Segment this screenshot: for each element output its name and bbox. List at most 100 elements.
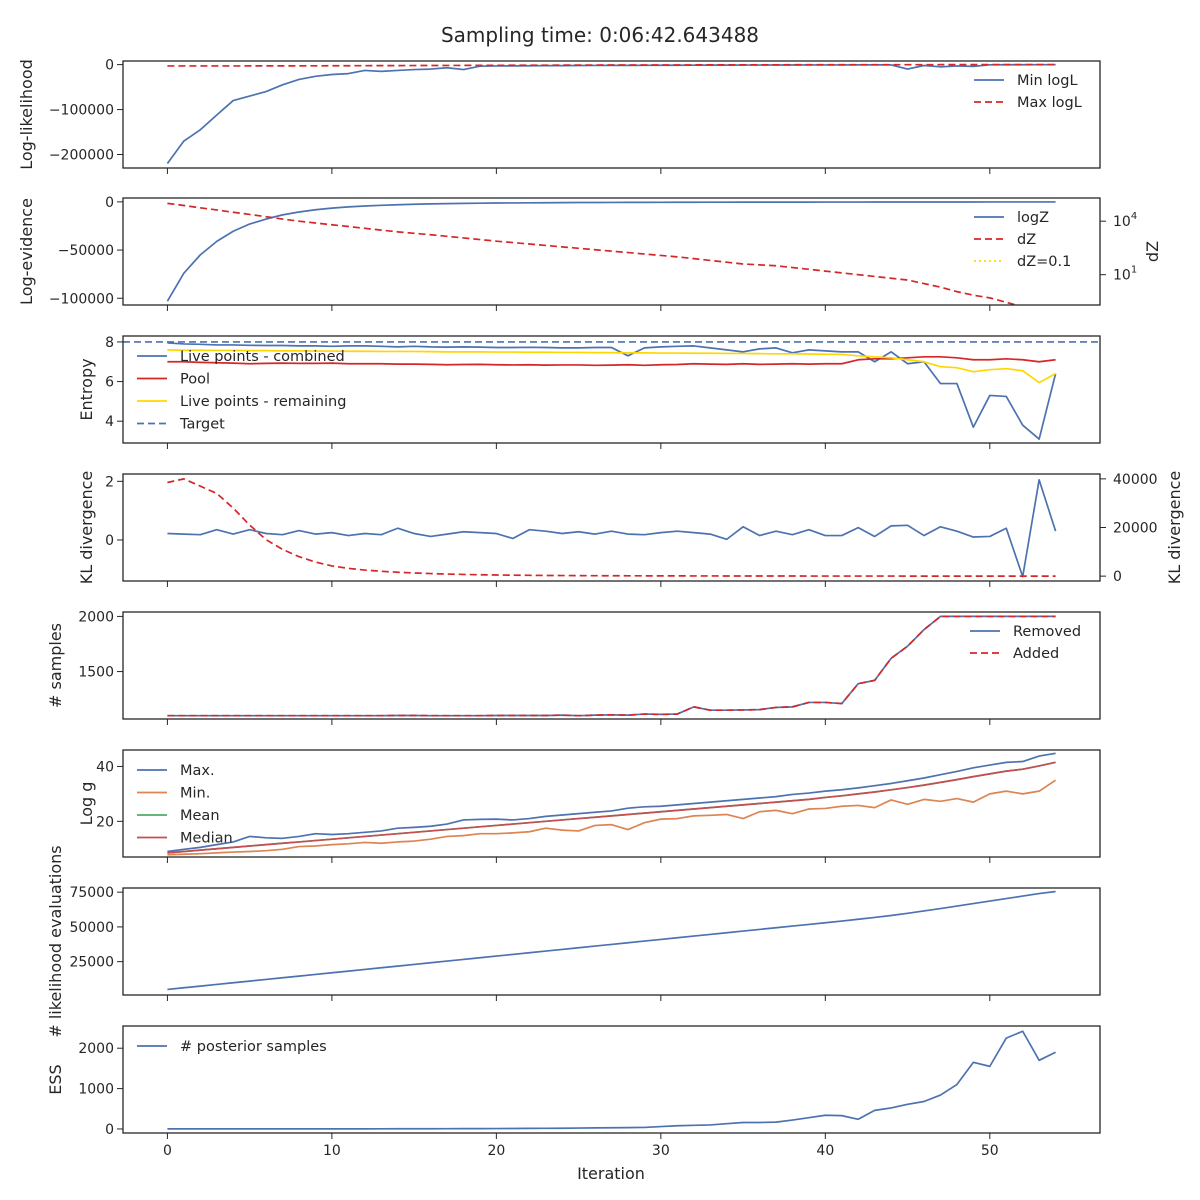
x-tick-label: 40 <box>816 1143 834 1159</box>
legend-label: logZ <box>1017 210 1049 226</box>
panel-lines <box>167 615 1056 717</box>
y-tick-label: 25000 <box>69 955 114 971</box>
x-tick-label: 10 <box>323 1143 341 1159</box>
y-tick-label: 50000 <box>69 920 114 936</box>
y-axis-label: Log g <box>77 782 96 826</box>
legend-label: Live points - remaining <box>180 394 346 410</box>
panel-lines <box>167 890 1056 991</box>
y-axis-label: Log-likelihood <box>17 59 36 170</box>
y-tick-label: 4 <box>105 414 114 430</box>
panel-frame <box>122 473 1101 582</box>
series-line-median <box>167 761 1056 854</box>
panel-lines <box>167 752 1057 856</box>
y-tick-label-right: 104 <box>1113 211 1137 230</box>
y-tick-label-right: 20000 <box>1113 521 1158 537</box>
x-tick-label: 0 <box>163 1143 172 1159</box>
y-tick-label: 8 <box>105 335 114 351</box>
panel-lines <box>166 201 1056 305</box>
panel-frame <box>122 197 1101 306</box>
y-axis-label: Log-evidence <box>17 198 36 305</box>
x-tick-label: 20 <box>487 1143 505 1159</box>
y-axis-label-right: dZ <box>1143 241 1162 262</box>
y-axis-label: # likelihood evaluations <box>46 845 65 1037</box>
legend: Live points - combined Pool Live points - … <box>137 349 346 433</box>
y-tick-label: 1500 <box>78 665 114 681</box>
series-line-max- <box>167 752 1056 853</box>
figure-title: Sampling time: 0:06:42.643488 <box>441 23 759 47</box>
y-tick-label: 0 <box>105 1122 114 1138</box>
legend-label: Removed <box>1013 624 1081 640</box>
y-tick-label: 40 <box>96 759 114 775</box>
legend-label: Target <box>179 417 225 433</box>
y-tick-label: 0 <box>105 58 114 74</box>
y-tick-label: 1000 <box>78 1082 114 1098</box>
y-tick-label-right-exp: 4 <box>1131 211 1137 222</box>
panel-frame <box>122 335 1101 444</box>
y-tick-label: −50000 <box>58 243 114 259</box>
series-line-added <box>167 615 1056 717</box>
y-tick-label-right-base: 10 <box>1113 214 1131 230</box>
legend: logZ dZ dZ=0.1 <box>974 210 1071 270</box>
panels: 0 −100000 −200000 Log-likelihood Min logL Max… <box>17 58 1184 1159</box>
legend-label: Mean <box>180 808 220 824</box>
panel-lines <box>167 478 1057 578</box>
legend: # posterior samples <box>137 1039 327 1055</box>
y-tick-label-right: 101 <box>1113 265 1137 284</box>
legend-label: Pool <box>180 372 210 388</box>
legend: Removed Added <box>970 624 1081 662</box>
series-line-logz <box>166 201 1056 302</box>
series-line-live-points-combined <box>167 342 1057 440</box>
panel-lines <box>167 1030 1056 1130</box>
panel-frame <box>122 749 1101 858</box>
legend-label: dZ <box>1017 232 1036 248</box>
x-axis-label: Iteration <box>577 1164 645 1183</box>
x-tick-label: 50 <box>981 1143 999 1159</box>
x-tick-label: 30 <box>652 1143 670 1159</box>
series-line-dz <box>167 202 1020 305</box>
y-tick-label: −200000 <box>49 148 114 164</box>
panel-lines <box>123 341 1100 440</box>
series-line-max-logl <box>167 63 1056 67</box>
panel-frame <box>122 611 1101 720</box>
legend: Max. Min. Mean Median <box>137 763 233 847</box>
series-line-removed <box>167 615 1056 717</box>
legend-label: Median <box>180 831 233 847</box>
panel-1: 0 −100000 −200000 Log-likelihood Min logL Max… <box>17 58 1101 174</box>
panel-8: 0 10 20 30 40 50 2000 1000 0 ESS # posterior sampl… <box>46 1025 1101 1159</box>
y-tick-label: 0 <box>105 195 114 211</box>
y-tick-label: 75000 <box>69 885 114 901</box>
legend: Min logL Max logL <box>974 73 1082 111</box>
series-line-s0 <box>167 890 1056 991</box>
y-tick-label: 6 <box>105 375 114 391</box>
series-line-s0 <box>167 479 1057 578</box>
y-axis-label: # samples <box>46 623 65 708</box>
y-tick-label: 2 <box>105 474 114 490</box>
series-line-min-logl <box>166 63 1056 165</box>
series-line-s1 <box>167 478 1056 577</box>
panel-5: 2000 1500 # samples Removed Added <box>46 609 1101 725</box>
y-tick-label: 20 <box>96 814 114 830</box>
series-line--posterior-samples <box>167 1030 1056 1130</box>
series-line-mean <box>167 761 1056 854</box>
y-tick-label-right-exp: 1 <box>1131 265 1137 276</box>
legend-label: Min. <box>180 786 210 802</box>
legend-label: # posterior samples <box>180 1039 327 1055</box>
y-tick-label: 2000 <box>78 1041 114 1057</box>
y-axis-label: Entropy <box>77 358 96 420</box>
y-axis-label: KL divergence <box>77 471 96 584</box>
legend-label: Added <box>1013 646 1059 662</box>
panel-4: 2 0 40000 20000 0 KL divergence KL divergence <box>77 471 1184 587</box>
legend-label: Live points - combined <box>180 349 345 365</box>
y-tick-label: 0 <box>105 533 114 549</box>
y-tick-label-right: 40000 <box>1113 472 1158 488</box>
y-axis-label: ESS <box>46 1064 65 1094</box>
legend-label: Min logL <box>1017 73 1078 89</box>
series-line-pool <box>167 355 1056 367</box>
panel-7: 75000 50000 25000# likelihood evaluations <box>46 845 1101 1038</box>
series-line-min- <box>167 779 1057 856</box>
legend-label: dZ=0.1 <box>1017 254 1071 270</box>
